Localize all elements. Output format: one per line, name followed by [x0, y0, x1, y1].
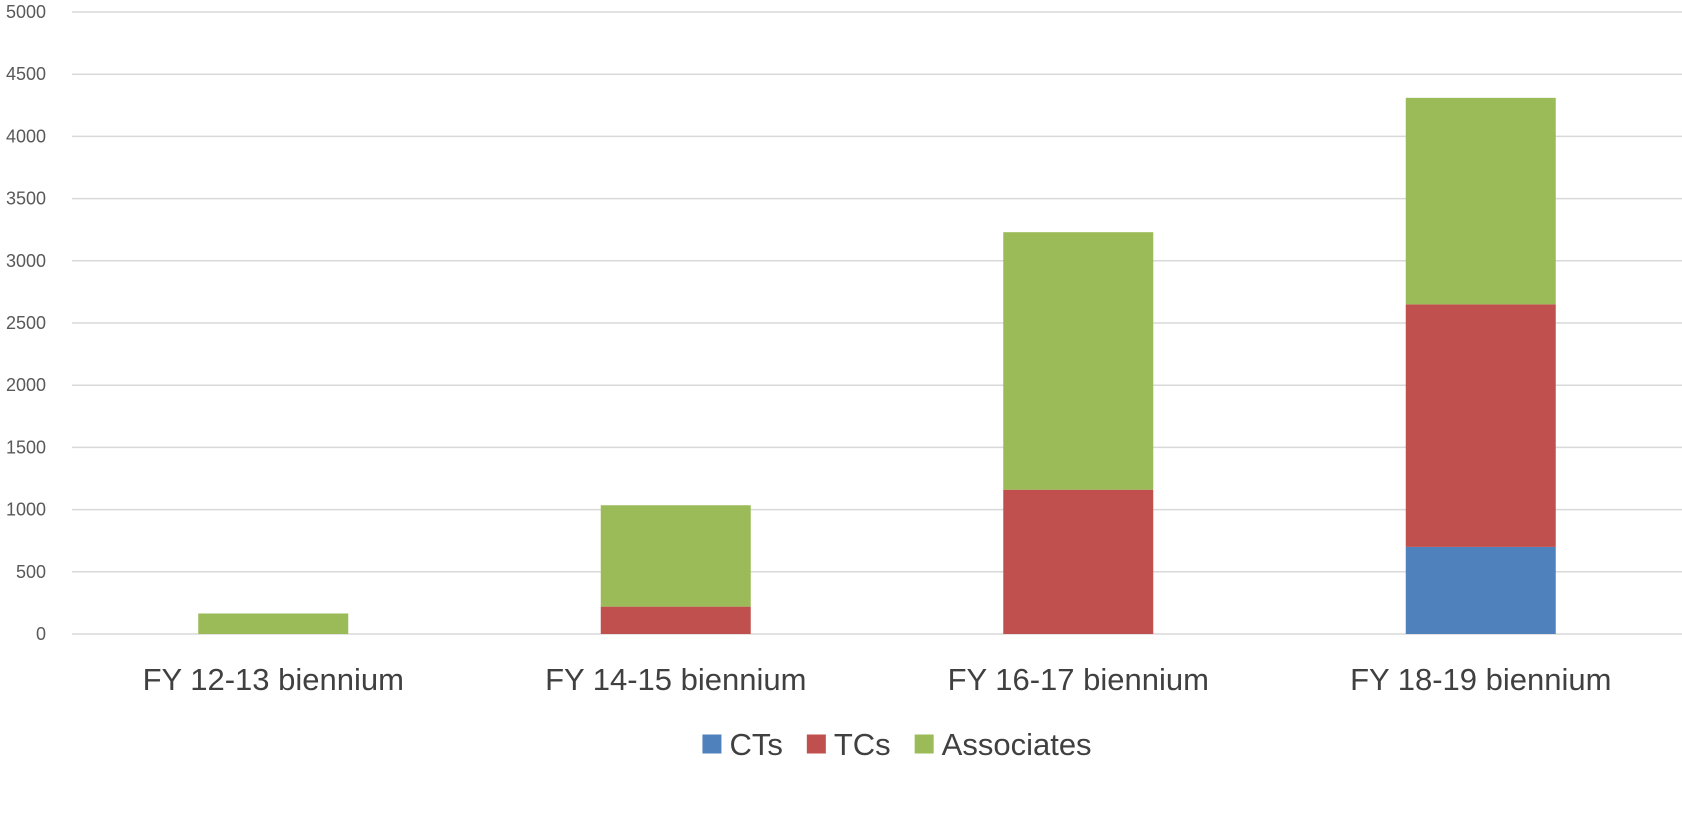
legend-item-cts: CTs [702, 727, 783, 762]
legend-item-tcs: TCs [806, 727, 891, 762]
legend-swatch [702, 734, 722, 754]
bar-segment-tcs-3 [1405, 304, 1556, 547]
y-tick-label: 1000 [6, 500, 46, 520]
bar-segment-associates-0 [198, 613, 349, 634]
y-tick-label: 500 [16, 562, 46, 582]
x-tick-label: FY 18-19 biennium [1350, 662, 1611, 697]
y-tick-label: 0 [36, 624, 46, 644]
y-tick-label: 4000 [6, 126, 46, 146]
bars [198, 97, 1556, 634]
legend-swatch [806, 734, 826, 754]
bar-segment-tcs-1 [600, 606, 751, 634]
y-tick-label: 2500 [6, 313, 46, 333]
legend-label: CTs [729, 727, 782, 762]
x-tick-label: FY 12-13 biennium [143, 662, 404, 697]
legend: CTs TCs Associates [702, 727, 1092, 762]
y-tick-label: 2000 [6, 375, 46, 395]
bar-segment-cts-3 [1405, 546, 1556, 634]
y-tick-label: 1500 [6, 437, 46, 457]
x-tick-label: FY 14-15 biennium [545, 662, 806, 697]
legend-swatch [914, 734, 934, 754]
bar-segment-associates-2 [1003, 232, 1154, 490]
y-tick-label: 5000 [6, 2, 46, 22]
x-tick-label: FY 16-17 biennium [948, 662, 1209, 697]
bar-segment-tcs-2 [1003, 489, 1154, 634]
bar-segment-associates-3 [1405, 97, 1556, 305]
y-tick-label: 3500 [6, 189, 46, 209]
legend-item-associates: Associates [914, 727, 1092, 762]
legend-label: TCs [834, 727, 891, 762]
y-tick-label: 3000 [6, 251, 46, 271]
bar-segment-associates-1 [600, 505, 751, 607]
y-tick-label: 4500 [6, 64, 46, 84]
x-axis-ticks: FY 12-13 biennium FY 14-15 biennium FY 16-… [143, 662, 1612, 697]
legend-label: Associates [942, 727, 1092, 762]
gridlines [72, 11, 1682, 635]
y-axis-ticks: 0 500 1000 1500 2000 2500 3000 3500 4000 4500 5000 [6, 2, 46, 644]
